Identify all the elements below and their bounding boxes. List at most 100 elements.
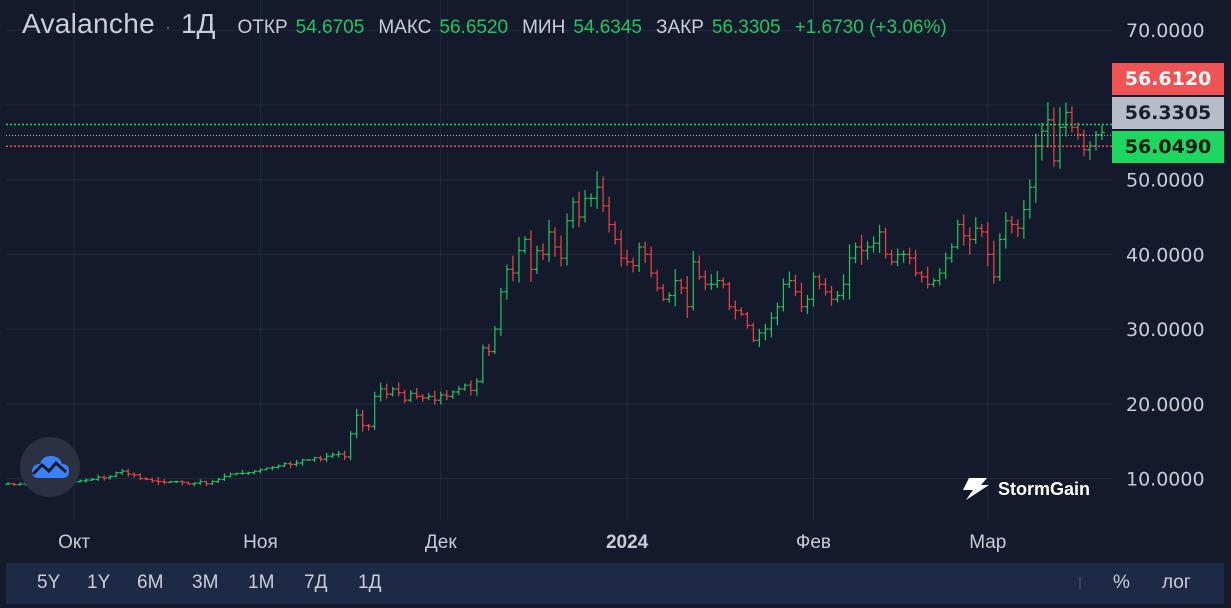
x-tick-label: Дек — [425, 532, 457, 553]
ohlc-bar — [299, 458, 306, 466]
lightning-icon — [963, 478, 989, 500]
ohlc-bar — [600, 176, 606, 213]
ohlc-bar — [1087, 141, 1093, 160]
ohlc-bar — [648, 246, 654, 278]
ohlc-bar — [852, 242, 859, 264]
ohlc-bar — [768, 312, 775, 338]
ohlc-bar — [888, 249, 895, 266]
ohlc-bar — [347, 431, 354, 461]
ohlc-bar — [275, 464, 282, 469]
range-button-7d[interactable]: 7Д — [304, 572, 328, 593]
header-separator: · — [164, 17, 171, 37]
ohlc-bar — [636, 242, 642, 272]
ohlc-bar — [540, 243, 546, 261]
range-button-1d[interactable]: 1Д — [358, 572, 382, 593]
ohlc-bar — [967, 227, 973, 255]
ohlc-bar — [900, 250, 907, 263]
ohlc-bar — [642, 241, 648, 263]
toolbar-divider — [1079, 577, 1081, 589]
ohlc-bar — [1015, 219, 1021, 238]
range-button-6m[interactable]: 6M — [137, 572, 164, 593]
ohlc-bar — [311, 456, 318, 463]
ohlc-bar — [329, 452, 336, 459]
ohlc-bar — [979, 224, 985, 238]
ohlc-bar — [955, 219, 961, 250]
stormgain-brand: StormGain — [962, 477, 1090, 501]
ohlc-bar — [191, 482, 198, 487]
ohlc-bar — [89, 477, 95, 481]
close-value: 56.3305 — [711, 17, 781, 38]
y-tick-label: 70.0000 — [1126, 20, 1205, 42]
ohlc-bar — [371, 391, 378, 430]
ohlc-bar — [143, 476, 149, 481]
ohlc-bar — [997, 233, 1003, 281]
range-button-1y[interactable]: 1Y — [87, 572, 111, 593]
ohlc-bar — [924, 266, 931, 289]
ohlc-bar — [1075, 122, 1081, 140]
ohlc-bar — [564, 213, 570, 266]
ohlc-bar — [786, 271, 793, 288]
ohlc-bar — [504, 264, 510, 300]
ohlc-bar — [720, 277, 727, 289]
change-value: +1.6730 (+3.06%) — [794, 17, 947, 38]
ohlc-bar — [239, 469, 246, 475]
range-button-1m[interactable]: 1M — [248, 572, 275, 593]
ohlc-bar — [95, 474, 101, 482]
ohlc-bar — [293, 459, 300, 467]
ohlc-bar — [245, 471, 252, 475]
ohlc-bar — [414, 387, 420, 400]
y-tick-label: 40.0000 — [1126, 244, 1205, 266]
ohlc-bar — [738, 307, 745, 317]
ohlc-bar — [173, 480, 180, 484]
brand-name: StormGain — [998, 478, 1091, 499]
ohlc-bar — [1081, 129, 1087, 157]
range-button-5y[interactable]: 5Y — [37, 572, 61, 593]
ohlc-bar — [383, 383, 390, 399]
ohlc-bar — [474, 378, 480, 396]
ohlc-bar — [906, 247, 913, 265]
ohlc-bar — [630, 257, 636, 273]
ohlc-bar — [912, 249, 919, 277]
ohlc-bar — [137, 473, 143, 480]
ohlc-bar — [774, 302, 781, 326]
ohlc-bar — [269, 466, 276, 471]
avalanche-logo-icon — [20, 437, 80, 497]
ohlc-bar — [534, 245, 540, 275]
ohlc-bar — [618, 230, 624, 267]
ohlc-bar — [377, 382, 384, 402]
ohlc-bar — [83, 478, 89, 483]
ohlc-bar — [161, 479, 167, 485]
ohlc-bar — [468, 380, 474, 396]
ask-price-tag: 56.6120 — [1112, 63, 1224, 95]
ohlc-bar — [389, 386, 396, 397]
ohlc-bar — [5, 482, 11, 486]
ohlc-bar — [522, 236, 528, 254]
ohlc-bar — [1099, 125, 1105, 141]
ohlc-bar — [894, 248, 901, 267]
ohlc-bar — [510, 255, 516, 282]
percent-scale-button[interactable]: % — [1113, 572, 1130, 593]
high-value: 56.6520 — [439, 17, 509, 38]
ohlc-bar — [287, 461, 294, 469]
ohlc-bar — [961, 214, 967, 246]
ohlc-bar — [402, 389, 408, 404]
close-label: ЗАКР — [656, 17, 704, 38]
ohlc-bar — [11, 482, 17, 486]
ohlc-bar — [594, 171, 600, 209]
ohlc-bar — [612, 221, 618, 245]
ohlc-bar — [185, 481, 192, 485]
log-scale-button[interactable]: лог — [1162, 572, 1191, 593]
ohlc-bar — [672, 269, 678, 307]
ohlc-bar — [119, 468, 125, 475]
ohlc-bar — [588, 193, 594, 207]
ohlc-bar — [408, 390, 414, 403]
last-price-tag: 56.3305 — [1112, 97, 1224, 129]
ohlc-bar — [666, 292, 672, 303]
ohlc-bar — [702, 270, 708, 291]
ohlc-bar — [714, 271, 721, 289]
ohlc-bar — [570, 197, 576, 229]
range-button-3m[interactable]: 3M — [192, 572, 219, 593]
ohlc-bar — [155, 477, 161, 486]
ohlc-bar — [552, 227, 558, 257]
